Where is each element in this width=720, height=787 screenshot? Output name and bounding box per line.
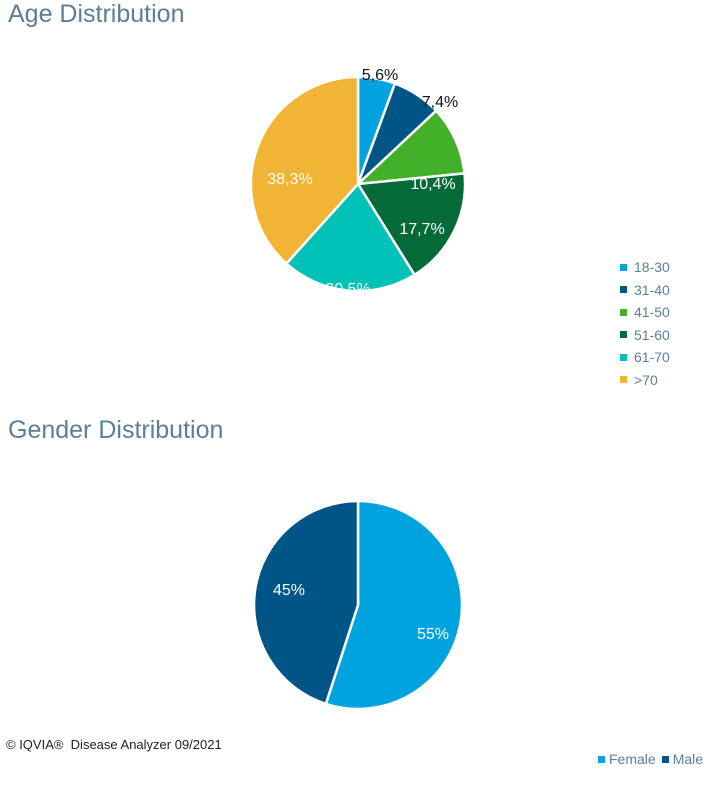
legend-swatch <box>620 331 627 339</box>
age-legend-item-51-60: 51-60 <box>620 324 670 347</box>
legend-label: 18-30 <box>634 259 670 276</box>
gender-legend: Female Male <box>598 751 709 767</box>
legend-label: 31-40 <box>634 281 670 298</box>
age-slice-70 <box>249 75 360 266</box>
age-data-label-31-40: 7,4% <box>422 94 458 111</box>
legend-label: 61-70 <box>634 349 670 366</box>
legend-swatch <box>598 755 605 763</box>
footer-copyright: © IQVIA® Disease Analyzer 09/2021 <box>6 737 222 752</box>
age-slice-51-60 <box>355 172 467 277</box>
gender-pie-chart: 55% 45% <box>252 499 464 711</box>
legend-label: 51-60 <box>634 326 670 343</box>
age-legend: 18-30 31-40 41-50 51-60 61-70 >70 <box>620 256 670 391</box>
age-slice-41-50 <box>354 109 466 186</box>
legend-swatch <box>620 263 627 271</box>
age-slice-61-70 <box>284 181 417 293</box>
age-data-label-51-60: 17,7% <box>399 221 444 238</box>
legend-swatch <box>620 286 627 294</box>
age-legend-item-41-50: 41-50 <box>620 301 670 324</box>
age-legend-item-61-70: 61-70 <box>620 346 670 369</box>
legend-swatch <box>620 353 627 361</box>
gender-slice-male <box>252 499 360 706</box>
age-legend-item-70: >70 <box>620 369 670 392</box>
gender-slice-female <box>324 499 464 711</box>
gender-legend-item-male: Male <box>661 751 704 767</box>
legend-swatch <box>661 755 669 763</box>
age-data-label-41-50: 10,4% <box>410 176 455 193</box>
age-pie-chart: 5,6% 7,4% 10,4% 17,7% 20,5% 38,3% <box>249 67 467 298</box>
gender-legend-item-female: Female <box>598 751 656 767</box>
age-legend-item-31-40: 31-40 <box>620 279 670 302</box>
legend-label: Male <box>672 751 704 767</box>
gender-chart-title: Gender Distribution <box>8 416 224 444</box>
legend-swatch <box>620 308 627 316</box>
age-data-label-61-70: 20,5% <box>325 281 370 298</box>
age-chart-title: Age Distribution <box>8 0 185 28</box>
age-data-label-70: 38,3% <box>267 171 312 188</box>
gender-data-label-male: 45% <box>273 582 305 599</box>
age-legend-item-18-30: 18-30 <box>620 256 670 279</box>
legend-label: >70 <box>634 371 658 388</box>
legend-swatch <box>620 376 627 384</box>
legend-label: 41-50 <box>634 304 670 321</box>
legend-label: Female <box>609 751 656 767</box>
age-data-label-18-30: 5,6% <box>362 67 398 84</box>
gender-data-label-female: 55% <box>417 626 449 643</box>
